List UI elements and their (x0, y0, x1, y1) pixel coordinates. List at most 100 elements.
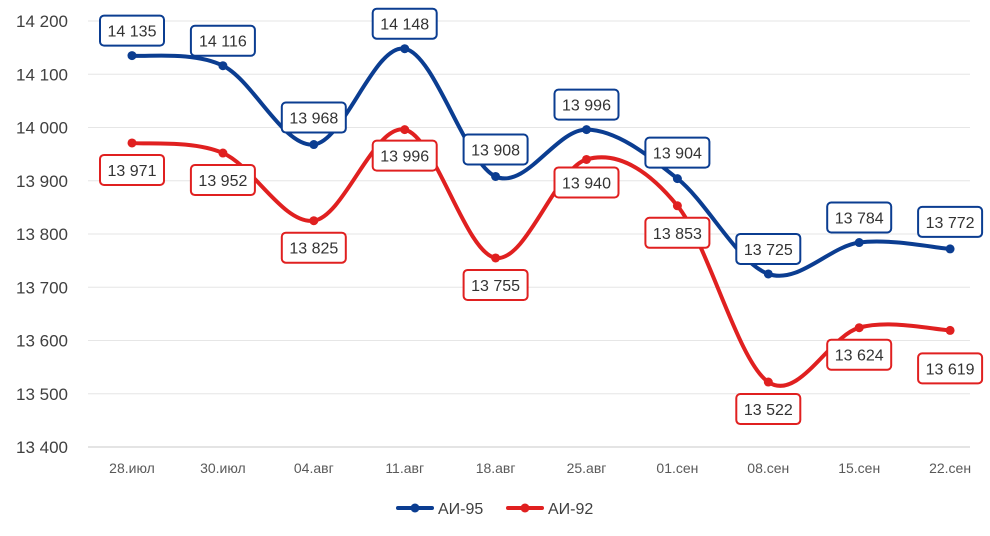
data-label-text: 14 135 (108, 24, 157, 41)
data-point (400, 125, 410, 135)
data-label-box (99, 153, 165, 186)
legend-marker (520, 503, 530, 513)
y-tick-label: 14 000 (16, 119, 68, 138)
data-label: 13 940 (553, 166, 620, 199)
x-tick-label: 11.авг (385, 460, 424, 476)
data-point (309, 216, 319, 226)
x-tick-label: 04.авг (294, 460, 334, 476)
data-label-box (644, 216, 711, 249)
legend: АИ-95 АИ-92 (396, 501, 593, 518)
data-label-text: 13 619 (926, 361, 975, 378)
data-label-box (371, 139, 438, 172)
data-label-box (826, 338, 893, 371)
data-label-box (917, 352, 984, 385)
data-label: 13 968 (280, 101, 347, 134)
data-label-box (826, 201, 893, 234)
data-label-text: 13 853 (653, 226, 702, 243)
data-label: 13 904 (644, 136, 711, 169)
legend-item-ai92: АИ-92 (506, 501, 593, 518)
data-label-text: 13 772 (926, 215, 975, 232)
x-tick-label: 15.сен (838, 460, 880, 476)
data-point (582, 154, 591, 164)
data-label: 13 624 (826, 338, 893, 371)
y-axis: 13 400 13 500 13 600 13 700 13 800 13 900 14 0… (16, 12, 68, 457)
data-label: 13 772 (917, 205, 984, 238)
data-label-text: 13 784 (835, 211, 884, 228)
data-label: 13 996 (371, 139, 438, 172)
x-tick-label: 01.сен (656, 460, 698, 476)
data-label-text: 13 755 (471, 278, 520, 295)
data-point (854, 323, 864, 333)
data-label: 14 116 (189, 24, 256, 57)
data-label-box (280, 101, 347, 134)
data-point (763, 377, 773, 387)
series-line-ai92 (130, 127, 953, 388)
data-labels: 14 135 14 116 13 968 14 148 13 908 13 996 13 9… (99, 7, 984, 426)
legend-label: АИ-95 (438, 501, 483, 518)
data-point (763, 269, 773, 279)
legend-marker (410, 503, 420, 513)
data-label: 13 971 (99, 153, 165, 186)
legend-label: АИ-92 (548, 501, 593, 518)
data-label-text: 13 952 (198, 173, 247, 190)
data-point (854, 238, 864, 248)
x-tick-label: 18.авг (476, 460, 516, 476)
data-label: 13 996 (553, 88, 620, 121)
y-tick-label: 13 400 (16, 438, 68, 457)
x-tick-label: 08.сен (747, 460, 789, 476)
data-label-box (189, 24, 256, 57)
data-label: 13 853 (644, 216, 711, 249)
data-point (218, 148, 228, 158)
y-tick-label: 14 200 (16, 12, 68, 31)
data-label: 13 908 (462, 133, 529, 166)
data-label-box (735, 393, 802, 426)
data-label-box (735, 232, 802, 265)
data-label-box (280, 231, 347, 264)
data-point (582, 125, 591, 135)
data-point (491, 253, 501, 263)
data-point (309, 140, 319, 150)
data-label: 13 952 (189, 164, 256, 197)
data-label-text: 13 522 (744, 402, 793, 419)
data-point (218, 61, 228, 71)
data-label: 13 755 (462, 268, 529, 301)
data-point (945, 325, 955, 335)
data-label-text: 13 825 (289, 241, 338, 258)
data-label-text: 14 116 (199, 34, 247, 51)
data-label: 13 522 (735, 393, 802, 426)
data-label-box (553, 88, 620, 121)
data-label-box (371, 7, 438, 40)
data-point (945, 244, 955, 254)
data-label-box (99, 14, 165, 47)
data-label-box (553, 166, 620, 199)
data-label: 13 725 (735, 232, 802, 265)
series-lines (127, 44, 955, 388)
data-label: 13 619 (917, 352, 984, 385)
data-label-box (462, 133, 529, 166)
data-label-text: 13 968 (289, 111, 338, 128)
data-point (672, 201, 682, 211)
x-tick-label: 22.сен (929, 460, 971, 476)
data-label-text: 13 908 (471, 142, 520, 159)
data-label: 13 784 (826, 201, 893, 234)
data-point (400, 44, 410, 54)
data-label: 14 135 (99, 14, 165, 47)
y-tick-label: 13 500 (16, 385, 68, 404)
data-label-text: 13 971 (108, 163, 157, 180)
series-line-ai95 (130, 46, 953, 278)
x-tick-label: 25.авг (567, 460, 607, 476)
y-tick-label: 13 800 (16, 225, 68, 244)
data-label-box (189, 164, 256, 197)
legend-item-ai95: АИ-95 (396, 501, 483, 518)
data-label-text: 13 624 (835, 348, 884, 365)
data-label-text: 13 904 (653, 146, 702, 163)
y-tick-label: 14 100 (16, 65, 68, 84)
y-tick-label: 13 600 (16, 332, 68, 351)
data-label-text: 13 940 (562, 175, 611, 192)
data-label-text: 13 725 (744, 242, 793, 259)
data-label-box (644, 136, 711, 169)
data-label-text: 14 148 (380, 17, 429, 34)
data-label-box (917, 205, 984, 238)
x-axis: 28.июл 30.июл 04.авг 11.авг 18.авг 25.авг 01.с… (109, 460, 971, 476)
y-tick-label: 13 900 (16, 172, 68, 191)
